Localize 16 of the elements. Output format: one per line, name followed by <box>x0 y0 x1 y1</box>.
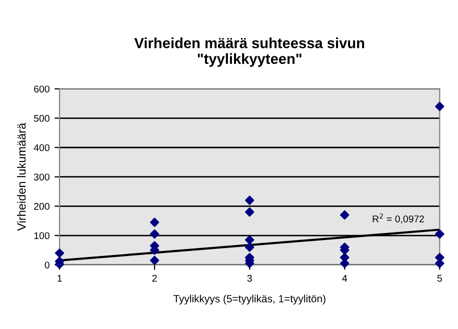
x-tick-label: 1 <box>58 274 62 282</box>
y-tick-label: 0 <box>44 262 50 268</box>
x-tick-label: 2 <box>152 274 157 282</box>
y-tick-label: 300 <box>34 174 50 180</box>
x-axis-title: Tyylikkyys (5=tyylikäs, 1=tyylitön) <box>173 294 326 304</box>
annotation: R$^{2}$ = 0,0972 <box>372 213 424 224</box>
y-tick-label: 400 <box>34 144 50 152</box>
y-tick-label: 200 <box>34 202 50 210</box>
x-tick-label: 3 <box>247 274 252 282</box>
x-tick-label: 4 <box>342 274 348 282</box>
x-tick-label: 5 <box>437 274 442 282</box>
y-axis-title: Virheiden lukumäärä <box>17 122 26 231</box>
y-tick-label: 600 <box>34 86 50 92</box>
y-tick-label: 500 <box>34 114 50 122</box>
y-tick-label: 100 <box>34 232 50 240</box>
chart-title: Virheiden määrä suhteessa sivun "tyylikkyyteen" <box>134 38 364 67</box>
